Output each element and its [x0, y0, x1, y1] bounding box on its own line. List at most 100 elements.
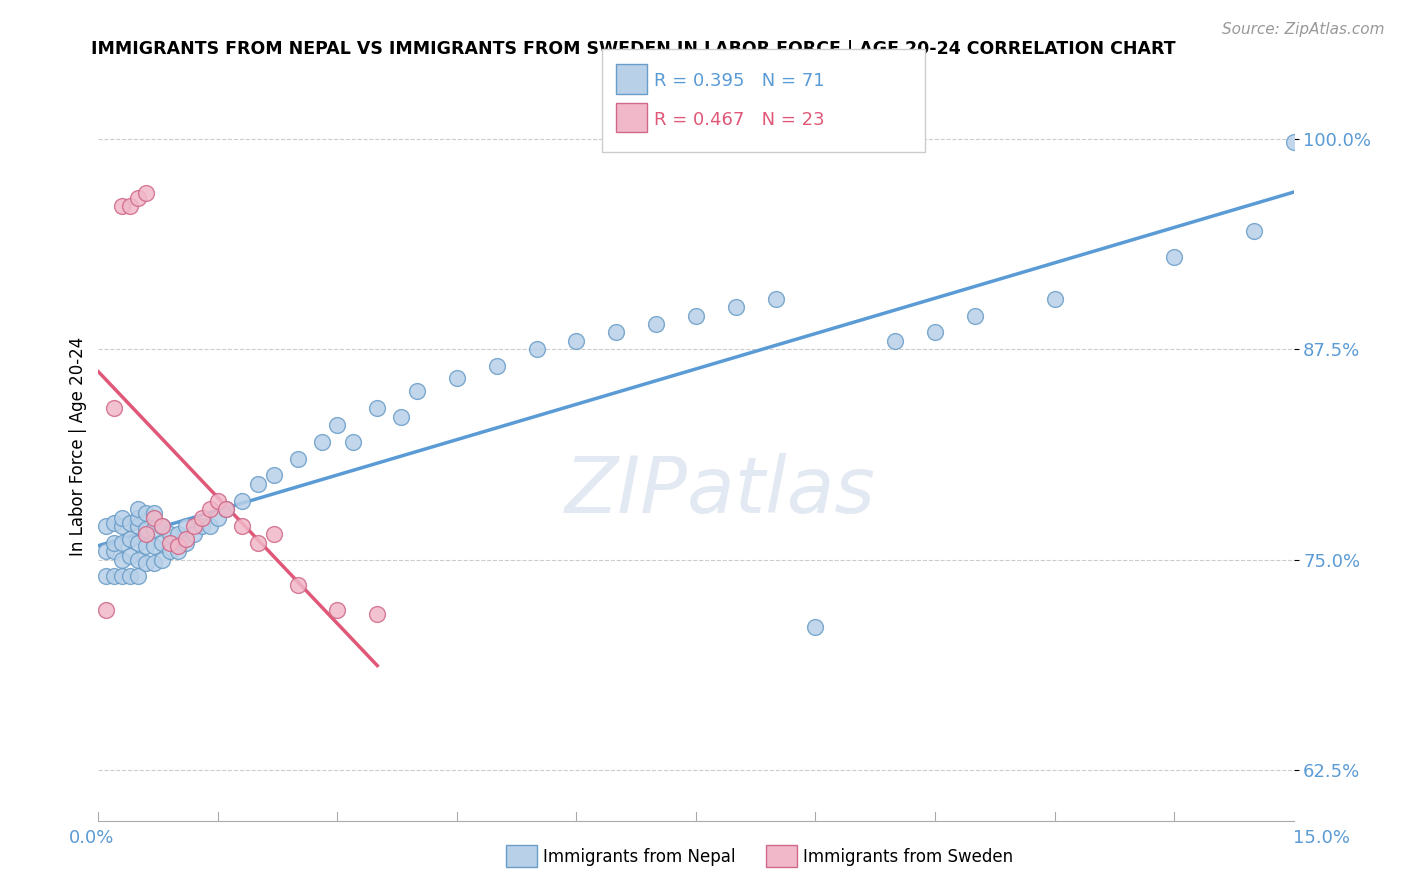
Text: IMMIGRANTS FROM NEPAL VS IMMIGRANTS FROM SWEDEN IN LABOR FORCE | AGE 20-24 CORRE: IMMIGRANTS FROM NEPAL VS IMMIGRANTS FROM… — [91, 40, 1175, 58]
Point — [183, 519, 205, 533]
Point — [120, 549, 142, 564]
Point — [366, 607, 388, 621]
Point — [963, 309, 986, 323]
Point — [159, 527, 181, 541]
Point — [724, 300, 747, 314]
Point — [111, 569, 134, 583]
Point — [135, 539, 157, 553]
Point — [159, 536, 181, 550]
Point — [207, 493, 229, 508]
Point — [389, 409, 412, 424]
Point — [143, 556, 166, 570]
Point — [207, 510, 229, 524]
Point — [127, 191, 149, 205]
Point — [326, 417, 349, 432]
Point — [1043, 292, 1066, 306]
Point — [103, 569, 125, 583]
Point — [96, 519, 118, 533]
Point — [96, 544, 118, 558]
Point — [342, 434, 364, 449]
Point — [111, 536, 134, 550]
Point — [120, 533, 142, 547]
Point — [191, 510, 214, 524]
Point — [167, 527, 190, 541]
Point — [198, 519, 221, 533]
Point — [246, 476, 269, 491]
Point — [924, 326, 946, 340]
Point — [127, 519, 149, 533]
Point — [174, 533, 197, 547]
Point — [1282, 135, 1305, 149]
Point — [143, 539, 166, 553]
Point — [135, 522, 157, 536]
Text: Immigrants from Nepal: Immigrants from Nepal — [543, 847, 735, 865]
Point — [263, 527, 285, 541]
Point — [565, 334, 588, 348]
Point — [215, 502, 238, 516]
Point — [246, 536, 269, 550]
Point — [183, 527, 205, 541]
Point — [198, 502, 221, 516]
Point — [103, 401, 125, 416]
Text: Source: ZipAtlas.com: Source: ZipAtlas.com — [1222, 22, 1385, 37]
Point — [446, 371, 468, 385]
Point — [191, 519, 214, 533]
Point — [605, 326, 627, 340]
Point — [167, 539, 190, 553]
Point — [215, 502, 238, 516]
Point — [143, 522, 166, 536]
Point — [111, 510, 134, 524]
Point — [127, 569, 149, 583]
Point — [120, 199, 142, 213]
Point — [765, 292, 787, 306]
Text: 0.0%: 0.0% — [69, 829, 114, 847]
Point — [111, 519, 134, 533]
Point — [231, 493, 253, 508]
Point — [143, 510, 166, 524]
Point — [111, 199, 134, 213]
Text: R = 0.395   N = 71: R = 0.395 N = 71 — [654, 71, 824, 89]
Point — [103, 536, 125, 550]
Point — [1243, 224, 1265, 238]
Point — [263, 468, 285, 483]
Point — [174, 536, 197, 550]
Point — [150, 519, 173, 533]
Point — [406, 384, 429, 399]
Point — [174, 519, 197, 533]
Point — [127, 502, 149, 516]
Text: ZIPatlas: ZIPatlas — [564, 453, 876, 529]
Point — [127, 552, 149, 566]
Point — [135, 506, 157, 520]
Point — [366, 401, 388, 416]
Point — [685, 309, 707, 323]
Point — [135, 186, 157, 200]
Point — [287, 451, 309, 466]
Point — [103, 516, 125, 530]
Point — [231, 519, 253, 533]
Point — [645, 317, 668, 331]
Point — [135, 527, 157, 541]
Text: 15.0%: 15.0% — [1294, 829, 1350, 847]
Point — [127, 536, 149, 550]
Point — [884, 334, 907, 348]
Point — [311, 434, 333, 449]
Point — [135, 556, 157, 570]
Point — [159, 544, 181, 558]
Point — [485, 359, 508, 373]
Text: R = 0.467   N = 23: R = 0.467 N = 23 — [654, 111, 824, 128]
Point — [526, 342, 548, 356]
Point — [143, 506, 166, 520]
Point — [103, 544, 125, 558]
Y-axis label: In Labor Force | Age 20-24: In Labor Force | Age 20-24 — [69, 336, 87, 556]
Point — [326, 603, 349, 617]
Point — [111, 552, 134, 566]
Point — [150, 519, 173, 533]
Point — [1163, 250, 1185, 264]
Point — [287, 578, 309, 592]
Point — [150, 536, 173, 550]
Point — [127, 510, 149, 524]
Point — [804, 620, 827, 634]
Point — [120, 516, 142, 530]
Point — [96, 569, 118, 583]
Point — [150, 552, 173, 566]
